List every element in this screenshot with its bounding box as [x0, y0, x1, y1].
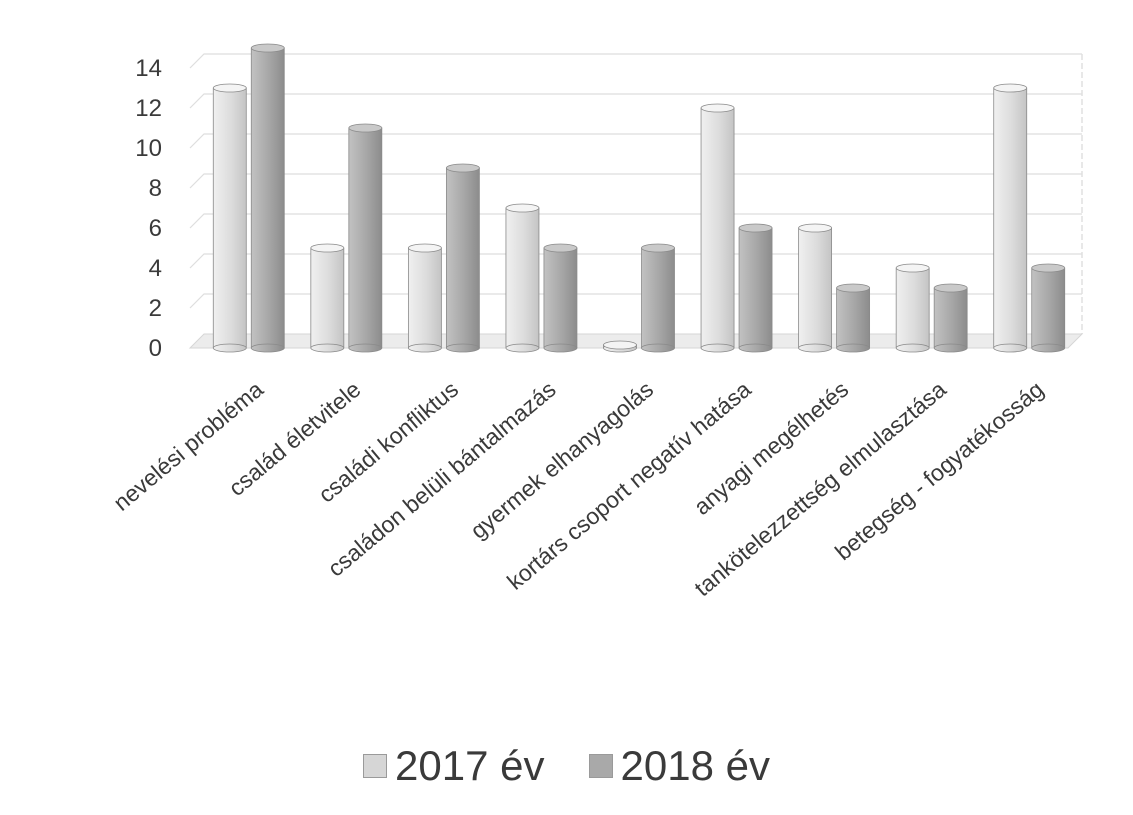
bar-top: [603, 340, 637, 350]
bar-body: [310, 247, 345, 349]
bar-base: [445, 343, 480, 353]
bar-top: [543, 243, 578, 253]
bar-2018-0: [250, 43, 285, 353]
y-tick-label: 12: [135, 95, 162, 122]
bar-top: [348, 123, 383, 133]
bar-body: [895, 267, 930, 349]
legend-swatch-2018: [588, 754, 613, 778]
legend-label-2017: 2017 év: [395, 742, 545, 789]
bar-2018-6: [836, 283, 871, 353]
bar-top: [933, 283, 968, 293]
legend-swatch-2017: [363, 754, 388, 778]
bar-top: [993, 83, 1028, 93]
bar-2017-2: [407, 243, 442, 353]
y-tick-label: 2: [149, 295, 162, 322]
bar-top: [895, 263, 930, 273]
bar-top: [310, 243, 345, 253]
y-tick-label: 6: [149, 215, 162, 242]
bar-base: [310, 343, 345, 353]
y-tick-label: 4: [149, 255, 162, 282]
bar-2017-4: [603, 340, 637, 353]
bar-body: [993, 87, 1028, 349]
bar-2017-5: [700, 103, 735, 353]
legend-label-2018: 2018 év: [620, 742, 770, 789]
bar-base: [348, 343, 383, 353]
bar-top: [250, 43, 285, 53]
bar-base: [738, 343, 773, 353]
bar-top: [407, 243, 442, 253]
bar-body: [836, 287, 871, 349]
x-category-label: gyermek elhanyagolás: [465, 376, 658, 544]
bar-body: [641, 247, 675, 349]
y-axis: 0 2 4 6 8 10 12 14: [135, 55, 162, 362]
bar-base: [505, 343, 540, 353]
bar-2018-3: [543, 243, 578, 353]
bar-base: [798, 343, 833, 353]
bar-body: [738, 227, 773, 349]
bar-base: [700, 343, 735, 353]
bar-body: [798, 227, 833, 349]
bar-base: [836, 343, 871, 353]
bar-top: [641, 243, 675, 253]
legend-item-2017: 2017 év: [363, 742, 545, 790]
bar-base: [1031, 343, 1066, 353]
bar-body: [543, 247, 578, 349]
bar-body: [1031, 267, 1066, 349]
gridline: [189, 213, 1082, 229]
bar-2017-6: [798, 223, 833, 353]
bar-2017-0: [212, 83, 247, 353]
bar-base: [250, 343, 285, 353]
bar-body: [212, 87, 247, 349]
gridline: [189, 93, 1082, 109]
bar-2017-1: [310, 243, 345, 353]
bar-top: [836, 283, 871, 293]
gridline: [189, 53, 1082, 69]
legend-item-2018: 2018 év: [588, 742, 770, 790]
gridline: [189, 253, 1082, 269]
bar-body: [250, 47, 285, 349]
y-tick-label: 0: [149, 335, 162, 362]
bar-top: [1031, 263, 1066, 273]
bar-2017-8: [993, 83, 1028, 353]
y-tick-label: 8: [149, 175, 162, 202]
bar-2017-7: [895, 263, 930, 353]
bar-base: [641, 343, 675, 353]
bar-2018-8: [1031, 263, 1066, 353]
bar-base: [407, 343, 442, 353]
bar-2018-7: [933, 283, 968, 353]
bar-2018-5: [738, 223, 773, 353]
bar-body: [348, 127, 383, 349]
bar-top: [212, 83, 247, 93]
bar-top: [798, 223, 833, 233]
bar-base: [895, 343, 930, 353]
y-tick-label: 14: [135, 55, 162, 82]
bar-base: [993, 343, 1028, 353]
bar-top: [445, 163, 480, 173]
bar-2018-4: [641, 243, 675, 353]
gridline: [189, 293, 1082, 309]
bars: [212, 43, 1066, 353]
legend: 2017 év 2018 év: [0, 742, 1133, 790]
bar-body: [407, 247, 442, 349]
bar-body: [505, 207, 540, 349]
bar-top: [700, 103, 735, 113]
bar-base: [212, 343, 247, 353]
bar-base: [933, 343, 968, 353]
bar-body: [933, 287, 968, 349]
bar-top: [505, 203, 540, 213]
y-tick-label: 10: [135, 135, 162, 162]
gridline: [189, 133, 1082, 149]
bar-body: [700, 107, 735, 349]
bar-2018-2: [445, 163, 480, 353]
gridline: [189, 173, 1082, 189]
bar-body: [445, 167, 480, 349]
bar-top: [738, 223, 773, 233]
bar-2017-3: [505, 203, 540, 353]
bar-2018-1: [348, 123, 383, 353]
bar-base: [543, 343, 578, 353]
